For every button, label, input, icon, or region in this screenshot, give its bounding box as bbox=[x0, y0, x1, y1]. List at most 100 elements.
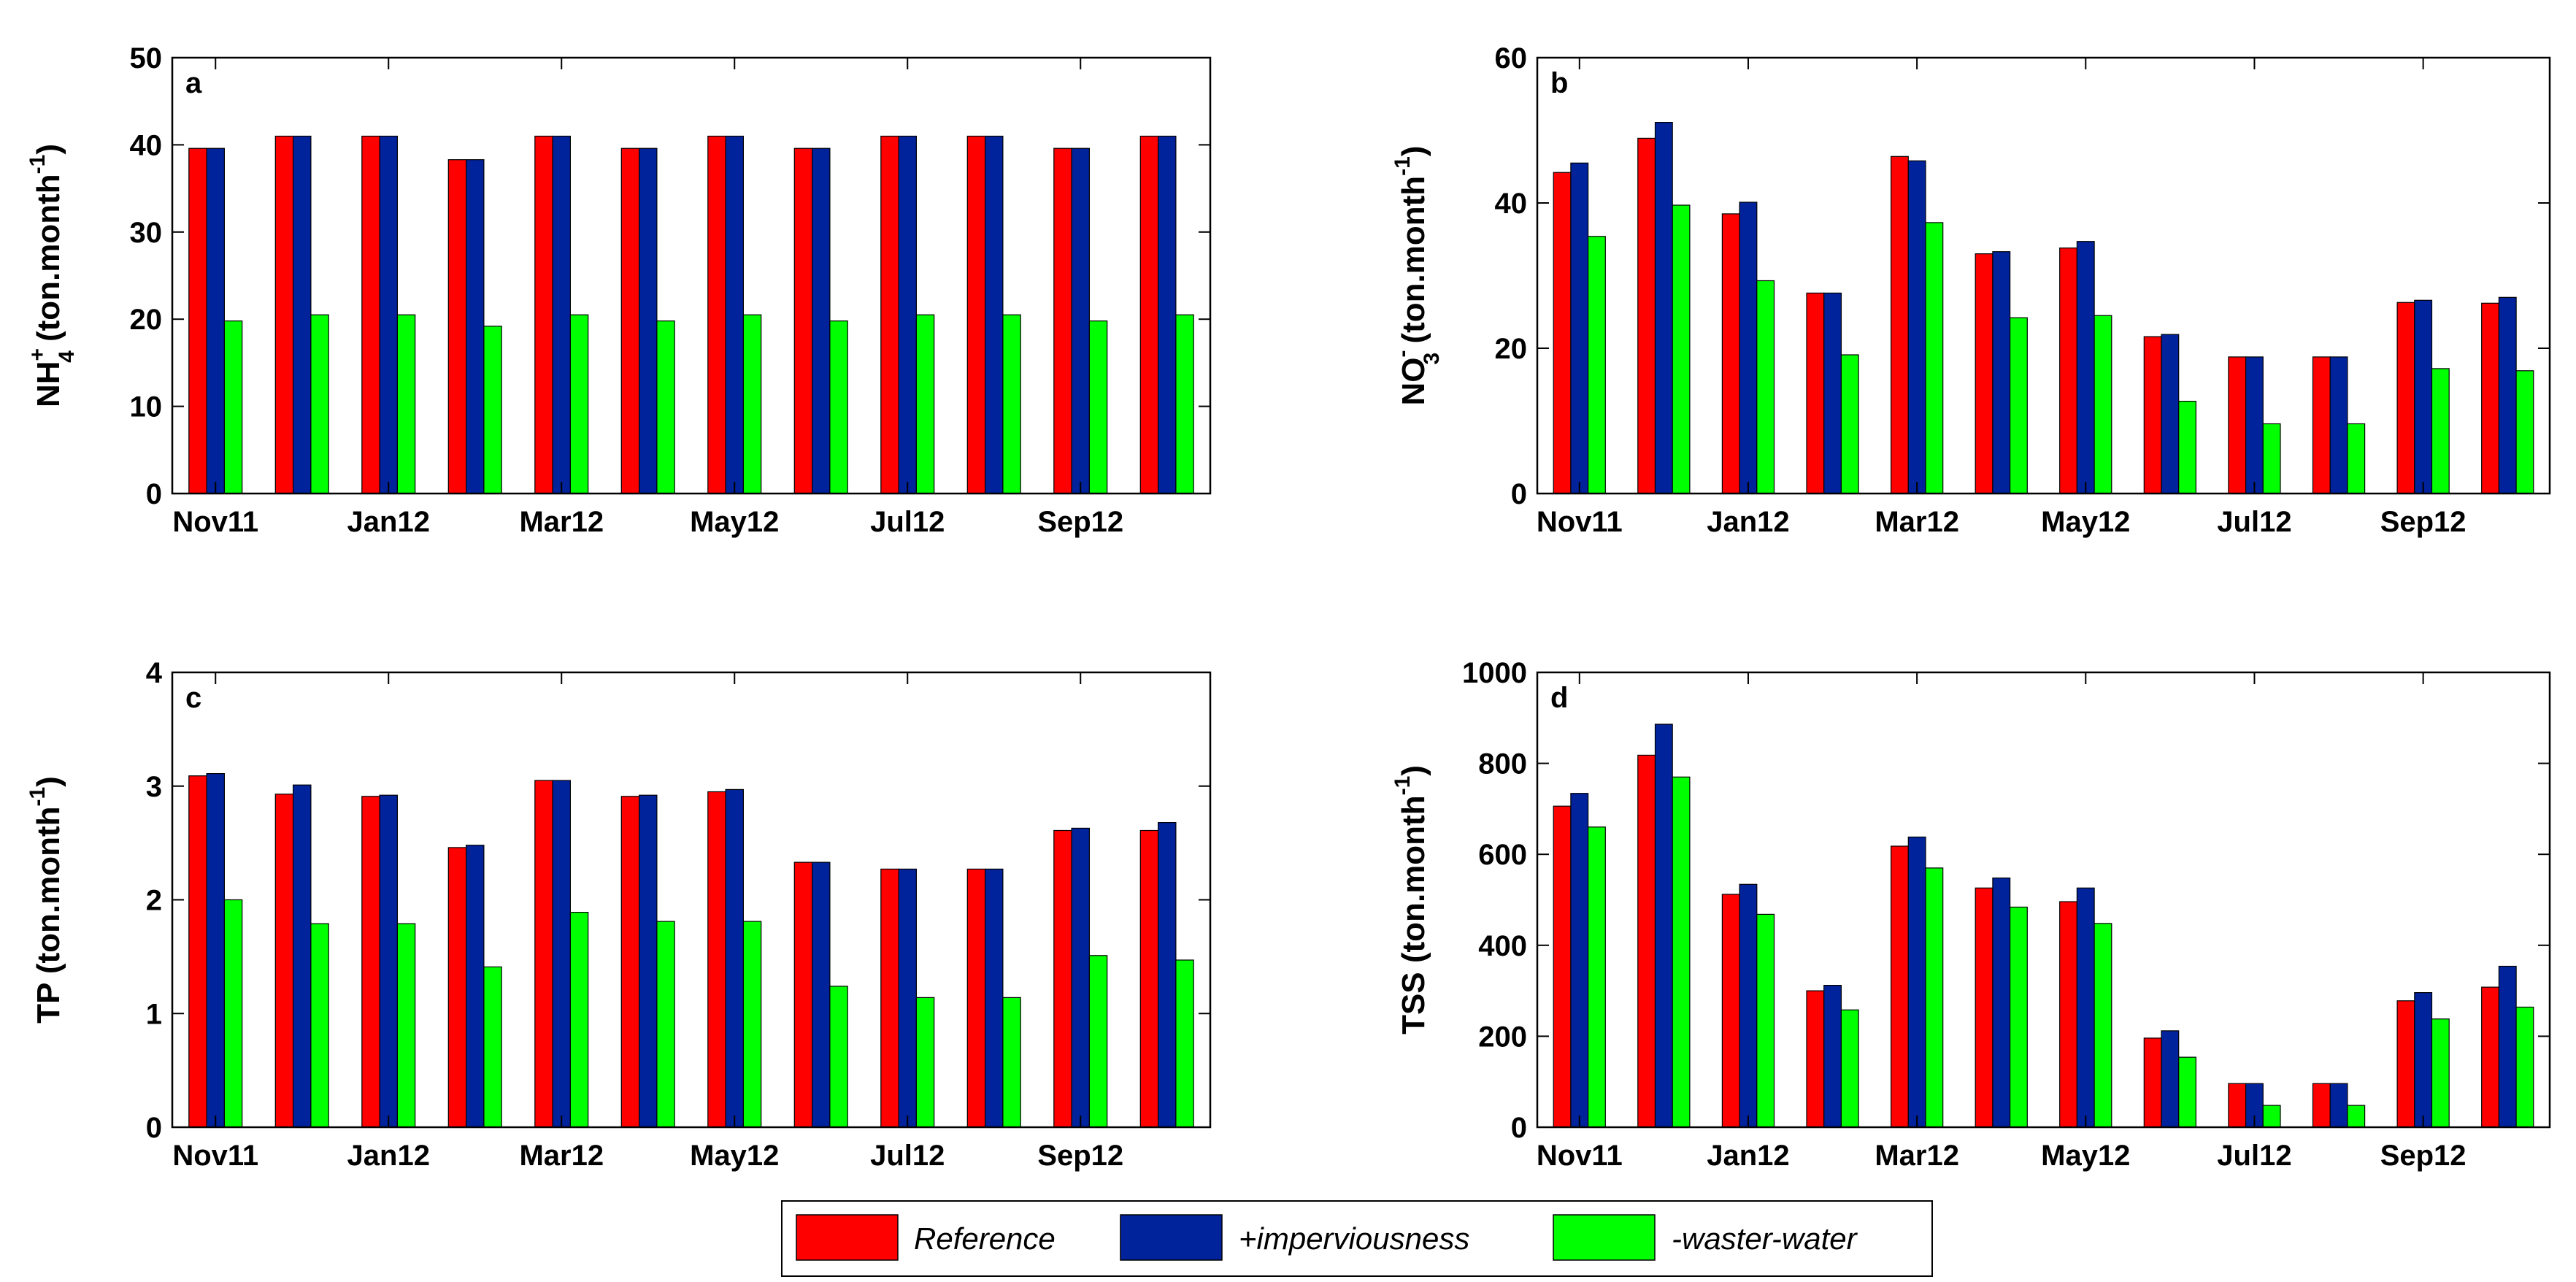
bar-d-s2-Nov11 bbox=[1588, 826, 1606, 1128]
bar-c-s1-May12 bbox=[725, 788, 744, 1128]
bar-c-s1-Jan12 bbox=[379, 794, 398, 1128]
xtick-label: Nov11 bbox=[1537, 506, 1623, 538]
bar-b-s0-Jun12 bbox=[2143, 336, 2162, 494]
bar-a-s1-Jul12 bbox=[898, 135, 917, 494]
bar-b-s0-Feb12 bbox=[1806, 292, 1825, 494]
y-axis-label-ylabel-sup: - bbox=[1391, 350, 1415, 357]
bar-b-s2-Oct12 bbox=[2515, 370, 2534, 494]
ytick-label: 1 bbox=[146, 998, 162, 1030]
y-axis-label-ylabel-rest: (ton.month bbox=[1396, 176, 1431, 353]
bar-d-s1-Oct12 bbox=[2498, 965, 2517, 1128]
bar-b-s1-Oct12 bbox=[2498, 296, 2517, 494]
bar-c-s2-Dec11 bbox=[310, 923, 329, 1128]
panel-c: 0 1 2 3 4 Nov11 Jan12 Mar12 May12 Jul12 Sep12 c TP (… bbox=[26, 657, 1212, 1172]
xtick-label: Jul12 bbox=[870, 1140, 945, 1172]
y-axis-label-ylabel-sub: 3 bbox=[1420, 353, 1444, 365]
bar-a-s2-Nov11 bbox=[223, 320, 243, 494]
bar-a-s0-Jan12 bbox=[361, 135, 380, 494]
bar-c-s0-Jul12 bbox=[880, 868, 899, 1128]
xtick-label: Mar12 bbox=[519, 506, 604, 538]
bar-c-s0-May12 bbox=[707, 791, 726, 1128]
xtick-label: Sep12 bbox=[2380, 506, 2467, 538]
bar-c-s2-Jul12 bbox=[915, 997, 935, 1128]
panel-a: 0 10 20 30 40 50 Nov11 Jan12 Mar12 May12 Jul12 Sep1… bbox=[26, 42, 1212, 538]
xtick-label: Sep12 bbox=[1037, 1140, 1123, 1172]
ytick-label: 200 bbox=[1478, 1021, 1527, 1053]
bar-c-s0-Mar12 bbox=[534, 780, 553, 1128]
bar-a-s1-Nov11 bbox=[206, 147, 226, 494]
plot-area bbox=[1537, 672, 2550, 1127]
bar-a-s0-Feb12 bbox=[447, 159, 467, 494]
ytick-label: 50 bbox=[130, 42, 163, 74]
bar-d-s2-Jun12 bbox=[2178, 1056, 2196, 1128]
y-axis-label-ylabel-sup: + bbox=[26, 348, 50, 361]
ytick-label: 3 bbox=[146, 771, 162, 803]
ytick-label: 0 bbox=[146, 1112, 162, 1144]
ytick-label: 2 bbox=[146, 885, 162, 917]
y-axis-label-ylabel-rest-sup: -1 bbox=[26, 155, 50, 174]
y-axis-label: TP (ton.month-1) bbox=[26, 776, 66, 1024]
ytick-label: 0 bbox=[146, 478, 162, 510]
bar-a-s1-Mar12 bbox=[552, 135, 571, 494]
bar-b-s1-Sep12 bbox=[2414, 299, 2433, 494]
bar-c-s1-Sep12 bbox=[1071, 827, 1090, 1128]
bar-b-s2-Dec11 bbox=[1672, 204, 1691, 494]
bar-d-s1-Jan12 bbox=[1739, 883, 1758, 1128]
legend-box bbox=[781, 1200, 1933, 1277]
y-axis-label-ylabel-rest-sup: -1 bbox=[26, 787, 50, 807]
legend-label-waster-water: -waster-water bbox=[1672, 1221, 1858, 1256]
bar-b-s2-Feb12 bbox=[1840, 354, 1859, 494]
bar-b-s1-Dec11 bbox=[1654, 122, 1673, 494]
y-axis-label-ylabel-main: NO bbox=[1396, 357, 1431, 405]
xtick-label: May12 bbox=[2041, 1140, 2130, 1172]
bar-c-s2-Oct12 bbox=[1175, 959, 1194, 1128]
bar-d-s0-Feb12 bbox=[1806, 990, 1825, 1128]
bar-b-s2-Jun12 bbox=[2178, 400, 2196, 494]
bar-b-s1-Apr12 bbox=[1992, 251, 2011, 494]
ytick-label: 20 bbox=[130, 304, 163, 336]
bar-b-s2-Jan12 bbox=[1756, 280, 1775, 494]
bar-d-s2-Aug12 bbox=[2347, 1105, 2366, 1128]
xtick-label: Jan12 bbox=[1707, 506, 1789, 538]
bar-a-s2-Aug12 bbox=[1002, 314, 1021, 494]
bar-d-s1-Aug12 bbox=[2329, 1083, 2348, 1128]
bar-b-s0-May12 bbox=[2059, 247, 2077, 494]
bar-a-s2-Jun12 bbox=[829, 320, 848, 494]
bar-a-s0-Jun12 bbox=[793, 147, 813, 494]
ytick-label: 0 bbox=[1511, 478, 1527, 510]
axes-frame bbox=[1536, 671, 2551, 1129]
bar-d-s2-Oct12 bbox=[2515, 1006, 2534, 1128]
bar-a-s2-Jan12 bbox=[396, 314, 416, 494]
ytick-label: 10 bbox=[130, 391, 163, 423]
bar-c-s2-Apr12 bbox=[656, 921, 675, 1128]
xtick-label: Mar12 bbox=[1875, 1140, 1959, 1172]
bar-a-s1-Sep12 bbox=[1071, 147, 1090, 494]
bar-a-s0-Aug12 bbox=[966, 135, 986, 494]
panel-label: a bbox=[185, 67, 202, 99]
y-axis-label-ylabel-sub: 4 bbox=[55, 350, 79, 363]
bar-c-s0-Apr12 bbox=[620, 796, 640, 1128]
bar-b-s0-Apr12 bbox=[1975, 253, 1993, 494]
panel-d: 0 200 400 600 800 1000 Nov11 Jan12 Mar12 May12 Jul… bbox=[1391, 657, 2551, 1172]
bar-c-s2-Nov11 bbox=[223, 899, 243, 1128]
bar-b-s1-Mar12 bbox=[1907, 160, 1926, 494]
y-axis-label-ylabel-main: NH bbox=[31, 361, 66, 407]
bar-c-s0-Jun12 bbox=[793, 861, 813, 1128]
bar-d-s1-Nov11 bbox=[1570, 793, 1589, 1128]
bar-d-s1-Sep12 bbox=[2414, 991, 2433, 1128]
ytick-label: 40 bbox=[130, 129, 163, 161]
plot-area bbox=[1537, 58, 2550, 494]
bar-b-s2-Mar12 bbox=[1925, 222, 1944, 494]
bar-c-s1-Nov11 bbox=[206, 772, 226, 1128]
bar-a-s1-Apr12 bbox=[638, 147, 658, 494]
axes-frame bbox=[1536, 56, 2551, 495]
bar-b-s2-Nov11 bbox=[1588, 236, 1606, 494]
y-axis-label: NH+ 4 (ton.month-1) bbox=[26, 144, 79, 407]
bar-d-s2-May12 bbox=[2094, 923, 2112, 1128]
xtick-label: May12 bbox=[690, 506, 779, 538]
y-axis-label: NO- 3 (ton.month-1) bbox=[1391, 146, 1444, 406]
bar-c-s1-Mar12 bbox=[552, 780, 571, 1128]
legend-swatch-reference bbox=[796, 1214, 899, 1261]
bar-a-s1-Aug12 bbox=[984, 135, 1004, 494]
panel-label: c bbox=[185, 682, 201, 714]
